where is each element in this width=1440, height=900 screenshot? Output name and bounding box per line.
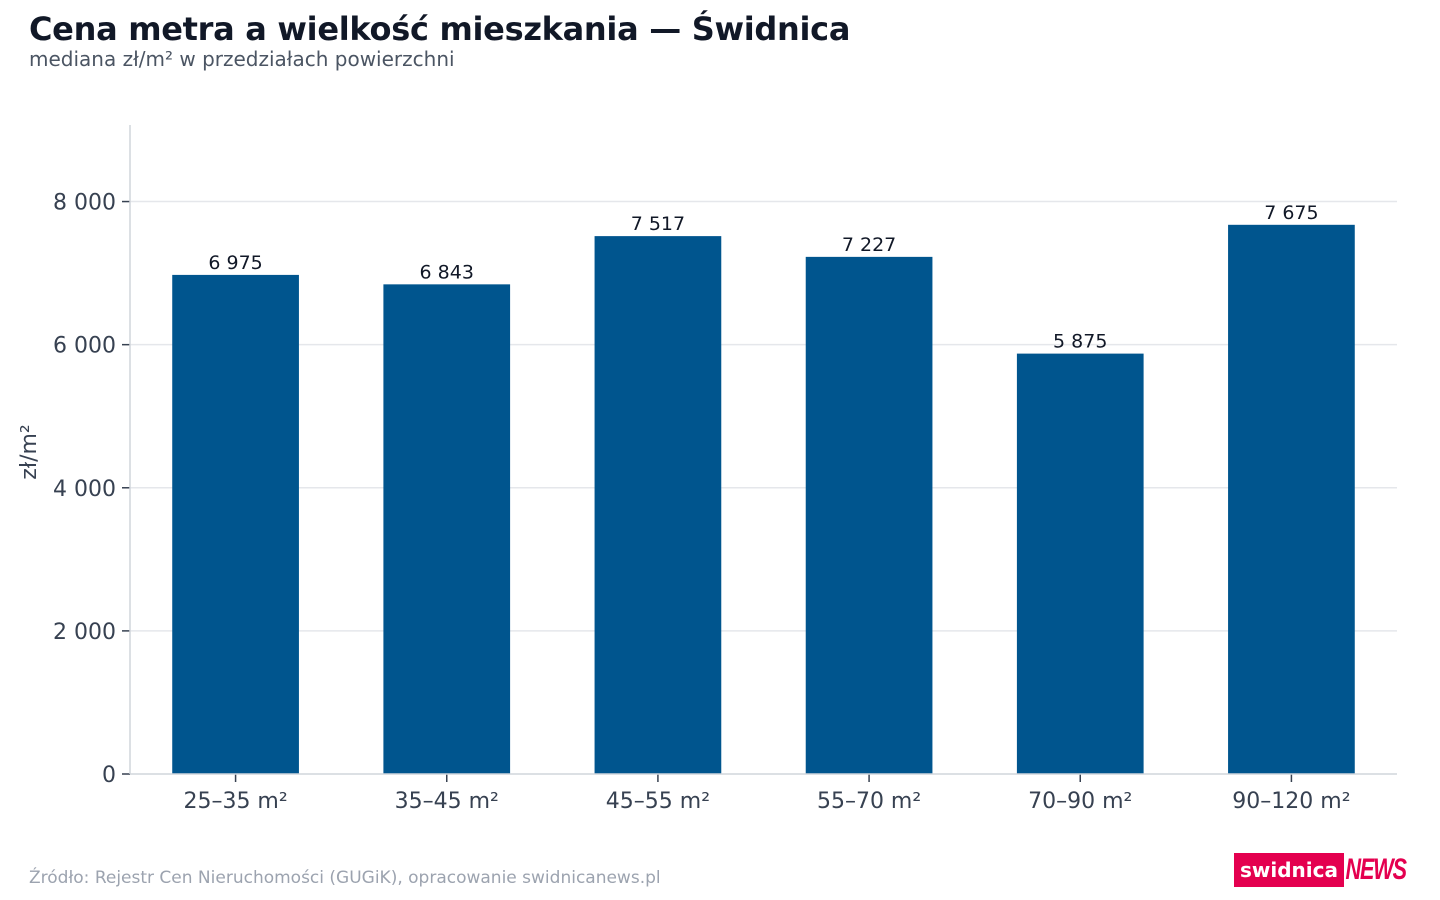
bar xyxy=(805,256,933,774)
bar-value-label: 7 517 xyxy=(631,213,685,235)
bar-value-label: 6 975 xyxy=(208,252,262,274)
x-tick-label: 35–45 m² xyxy=(395,789,499,814)
bar xyxy=(383,284,511,774)
y-axis-label: zł/m² xyxy=(17,424,42,479)
source-note: Źródło: Rejestr Cen Nieruchomości (GUGiK… xyxy=(29,868,661,888)
x-tick-label: 90–120 m² xyxy=(1232,789,1350,814)
bar-value-label: 7 227 xyxy=(842,234,896,256)
y-tick-label: 0 xyxy=(102,763,116,788)
y-tick-label: 6 000 xyxy=(53,334,116,359)
y-tick-label: 4 000 xyxy=(53,477,116,502)
bar xyxy=(594,236,722,774)
x-tick-label: 70–90 m² xyxy=(1028,789,1132,814)
chart-title: Cena metra a wielkość mieszkania — Świdn… xyxy=(29,10,851,48)
x-tick-label: 25–35 m² xyxy=(183,789,287,814)
bar-value-label: 5 875 xyxy=(1053,331,1107,353)
y-tick-label: 8 000 xyxy=(53,191,116,216)
bar xyxy=(172,274,299,774)
y-tick-label: 2 000 xyxy=(53,620,116,645)
bar xyxy=(1228,224,1355,775)
logo-part-b: NEWS xyxy=(1345,853,1407,886)
logo-part-a: swidnica xyxy=(1234,853,1344,887)
x-tick-label: 45–55 m² xyxy=(606,789,710,814)
x-tick-label: 55–70 m² xyxy=(817,789,921,814)
brand-logo: swidnica NEWS xyxy=(1234,853,1430,887)
chart-subtitle: mediana zł/m² w przedziałach powierzchni xyxy=(29,47,455,71)
bar-value-label: 6 843 xyxy=(420,261,474,283)
bar-value-label: 7 675 xyxy=(1264,202,1318,224)
bar xyxy=(1016,353,1144,774)
